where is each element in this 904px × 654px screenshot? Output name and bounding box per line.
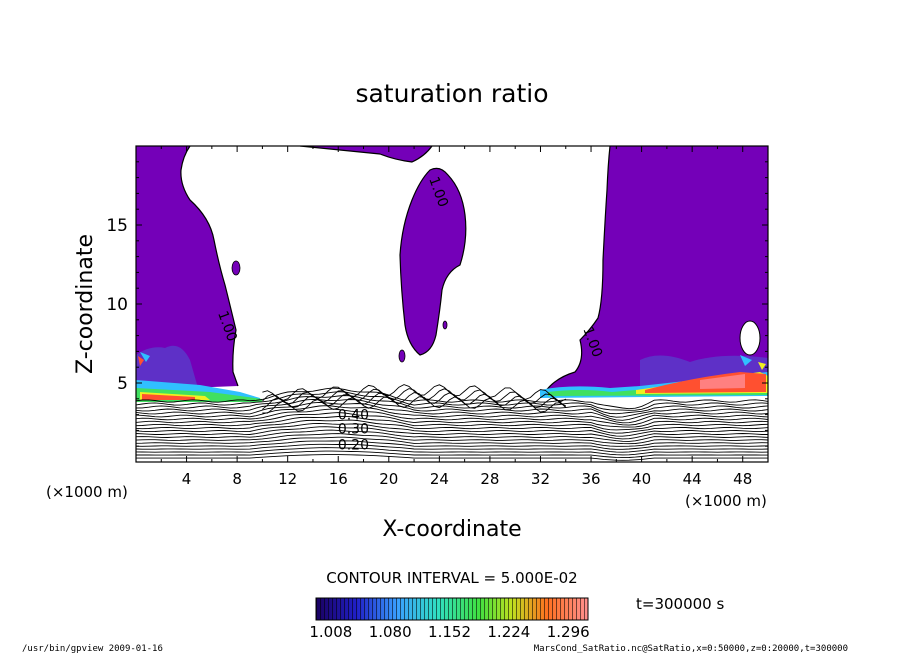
x-tick-label: 24 (430, 470, 449, 488)
x-axis-unit-left: (×1000 m) (46, 483, 128, 501)
contour-line (136, 395, 768, 415)
contour-line (136, 415, 768, 431)
y-axis: 5 10 15 (106, 161, 768, 447)
colorbar-tick-label: 1.152 (428, 623, 471, 641)
contour-line (136, 408, 768, 426)
x-axis-label: X-coordinate (382, 517, 521, 542)
x-tick-label: 32 (531, 470, 550, 488)
colorbar-tick-labels: 1.008 1.080 1.152 1.224 1.296 (309, 623, 589, 641)
y-tick-label: 15 (106, 216, 128, 236)
contour-label: 0.40 (338, 407, 369, 423)
contour-line (136, 447, 768, 456)
contour-line (136, 433, 768, 445)
y-tick-label: 5 (117, 374, 128, 394)
contour-line (136, 429, 768, 442)
contour-line-wavy (262, 384, 567, 403)
contour-line (136, 422, 768, 437)
contour-label: 0.30 (338, 422, 369, 438)
plot-area (136, 146, 768, 461)
contour-line (136, 405, 768, 424)
saturated-region-cap (300, 146, 432, 162)
contour-line (136, 398, 768, 418)
time-label: t=300000 s (636, 595, 724, 613)
x-tick-label: 12 (278, 470, 297, 488)
contour-label: 0.20 (338, 437, 369, 453)
colorbar-tick-label: 1.224 (487, 623, 530, 641)
contour-line (136, 412, 768, 428)
footer-left: /usr/bin/gpview 2009-01-16 (22, 644, 163, 654)
supersaturation-band-right (540, 355, 768, 398)
footer-right: MarsCond_SatRatio.nc@SatRatio,x=0:50000,… (534, 644, 848, 654)
x-tick-label: 28 (480, 470, 499, 488)
x-tick-label: 48 (733, 470, 752, 488)
contour-line (136, 426, 768, 440)
y-tick-label: 10 (106, 295, 128, 315)
contour-line (136, 419, 768, 434)
contour-line (136, 443, 768, 453)
contour-line (136, 454, 768, 461)
colorbar-tick-label: 1.008 (309, 623, 352, 641)
x-tick-label: 4 (182, 470, 192, 488)
contour-line (136, 401, 768, 421)
x-tick-label: 40 (632, 470, 651, 488)
colorbar (315, 597, 589, 621)
x-tick-label: 44 (683, 470, 702, 488)
contour-interval-text: CONTOUR INTERVAL = 5.000E-02 (326, 569, 577, 587)
colorbar-tick-label: 1.296 (547, 623, 590, 641)
contour-line (136, 450, 768, 459)
x-tick-label: 16 (329, 470, 348, 488)
saturated-region-left (136, 146, 238, 390)
chart-title: saturation ratio (355, 79, 548, 108)
unsaturated-pocket (739, 320, 761, 356)
supersaturation-band-left (136, 345, 262, 402)
contour-line-wavy (262, 396, 567, 414)
contour-line (136, 436, 768, 447)
x-axis-unit-right: (×1000 m) (685, 492, 767, 510)
x-tick-label: 36 (581, 470, 600, 488)
saturated-region-right (545, 146, 768, 392)
x-axis: 4 8 12 16 20 24 28 32 36 40 44 48 (160, 146, 752, 488)
saturated-region-center (400, 168, 466, 355)
x-tick-label: 20 (379, 470, 398, 488)
contour-line (136, 440, 768, 450)
contour-lines (136, 384, 768, 461)
colorbar-tick-label: 1.080 (369, 623, 412, 641)
contour-line (136, 387, 768, 410)
x-tick-label: 8 (232, 470, 242, 488)
y-axis-label: Z-coordinate (73, 234, 98, 374)
contour-line (136, 391, 768, 411)
